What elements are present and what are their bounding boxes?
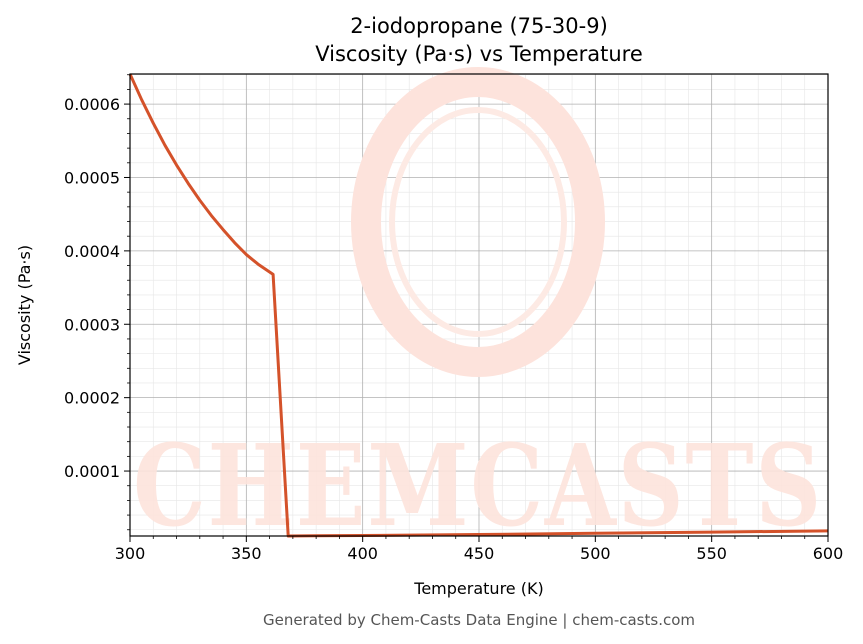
x-tick-labels: 300 350 400 450 500 550 600 xyxy=(115,544,844,563)
x-axis-label: Temperature (K) xyxy=(413,579,543,598)
y-axis-label: Viscosity (Pa·s) xyxy=(15,245,34,365)
watermark-ring xyxy=(351,67,605,377)
x-tick-label: 500 xyxy=(580,544,611,563)
x-tick-label: 600 xyxy=(813,544,844,563)
watermark-inner-ring xyxy=(389,107,567,337)
axis-ticks xyxy=(124,74,829,542)
chart-title-line2: Viscosity (Pa·s) vs Temperature xyxy=(315,42,643,66)
chemcasts-watermark: CHEMCASTS xyxy=(133,67,823,552)
chart-title-line1: 2-iodopropane (75-30-9) xyxy=(350,14,608,38)
y-tick-label: 0.0006 xyxy=(64,95,120,114)
footer-credit: Generated by Chem-Casts Data Engine | ch… xyxy=(263,611,695,629)
y-tick-label: 0.0002 xyxy=(64,389,120,408)
y-tick-label: 0.0001 xyxy=(64,462,120,481)
y-tick-labels: 0.0001 0.0002 0.0003 0.0004 0.0005 0.0006 xyxy=(64,95,120,481)
viscosity-series-line xyxy=(128,73,829,538)
x-tick-label: 450 xyxy=(464,544,495,563)
y-tick-label: 0.0003 xyxy=(64,315,120,334)
y-tick-label: 0.0005 xyxy=(64,168,120,187)
x-tick-label: 550 xyxy=(696,544,727,563)
y-tick-label: 0.0004 xyxy=(64,242,120,261)
x-tick-label: 350 xyxy=(231,544,262,563)
watermark-text: CHEMCASTS xyxy=(133,421,823,552)
x-tick-label: 400 xyxy=(347,544,378,563)
x-tick-label: 300 xyxy=(115,544,146,563)
